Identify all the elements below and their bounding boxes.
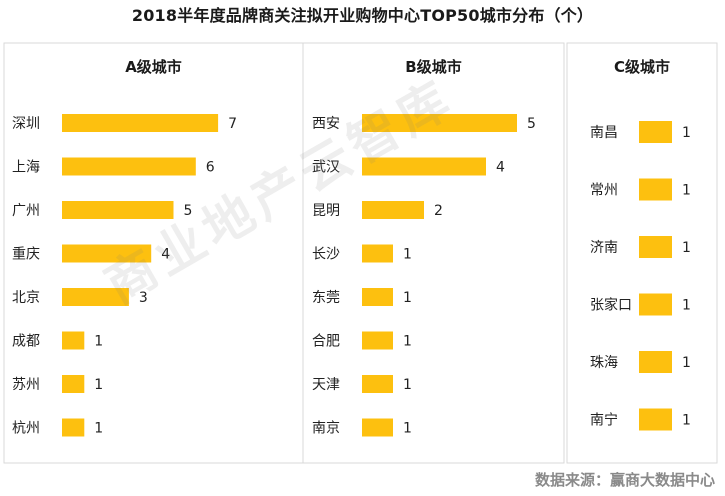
bar xyxy=(62,288,129,306)
value-label: 6 xyxy=(206,160,215,176)
category-label: 西安 xyxy=(312,116,340,132)
bar xyxy=(362,114,517,132)
category-label: 济南 xyxy=(590,240,618,256)
bar xyxy=(362,244,393,263)
value-label: 1 xyxy=(403,421,412,437)
bar xyxy=(62,331,85,350)
category-label: 天津 xyxy=(312,377,340,393)
value-label: 5 xyxy=(184,203,193,219)
bar xyxy=(362,288,393,306)
panel-title-2: B级城市 xyxy=(405,58,461,76)
category-label: 南昌 xyxy=(590,125,618,141)
category-label: 长沙 xyxy=(312,247,340,263)
bar xyxy=(639,293,672,316)
panel-title-3: C级城市 xyxy=(614,58,670,76)
bar xyxy=(62,244,152,263)
category-label: 珠海 xyxy=(590,355,618,371)
bar xyxy=(362,418,393,437)
bar xyxy=(362,331,393,350)
panel-frame-3 xyxy=(566,42,718,464)
category-label: 杭州 xyxy=(12,421,40,437)
value-label: 1 xyxy=(94,421,103,437)
value-label: 1 xyxy=(682,298,691,314)
category-label: 重庆 xyxy=(12,247,40,263)
value-label: 1 xyxy=(94,377,103,393)
panel-title-1: A级城市 xyxy=(125,58,182,76)
bar xyxy=(62,157,196,176)
category-label: 成都 xyxy=(12,334,40,350)
bar xyxy=(62,418,85,437)
chart-title: 2018半年度品牌商关注拟开业购物中心TOP50城市分布（个） xyxy=(131,6,594,25)
category-label: 上海 xyxy=(12,160,40,176)
bar xyxy=(639,408,672,431)
value-label: 1 xyxy=(403,334,412,350)
panel-frame-2 xyxy=(302,42,565,464)
value-label: 1 xyxy=(403,377,412,393)
category-label: 东莞 xyxy=(312,290,340,306)
category-label: 张家口 xyxy=(590,297,632,314)
value-label: 4 xyxy=(496,160,505,176)
bar xyxy=(639,121,672,143)
value-label: 2 xyxy=(434,203,443,219)
category-label: 常州 xyxy=(590,183,618,199)
value-label: 1 xyxy=(682,125,691,141)
bar xyxy=(62,114,219,132)
value-label: 1 xyxy=(403,290,412,306)
value-label: 1 xyxy=(403,247,412,263)
bar xyxy=(639,351,672,373)
bar xyxy=(362,157,486,176)
category-label: 南京 xyxy=(312,421,340,437)
value-label: 7 xyxy=(228,116,237,132)
value-label: 1 xyxy=(682,240,691,256)
value-label: 3 xyxy=(139,290,148,306)
data-source: 数据来源：赢商大数据中心 xyxy=(534,471,715,489)
value-label: 1 xyxy=(682,413,691,429)
category-label: 北京 xyxy=(12,290,40,306)
category-label: 合肥 xyxy=(312,334,340,350)
category-label: 苏州 xyxy=(12,377,40,393)
bar xyxy=(362,201,424,219)
category-label: 广州 xyxy=(12,203,40,219)
category-label: 昆明 xyxy=(312,203,340,219)
value-label: 4 xyxy=(161,247,170,263)
value-label: 1 xyxy=(682,183,691,199)
value-label: 1 xyxy=(94,334,103,350)
bar xyxy=(62,375,85,393)
category-label: 深圳 xyxy=(12,116,40,132)
bar xyxy=(62,201,174,219)
category-label: 武汉 xyxy=(312,160,340,176)
value-label: 1 xyxy=(682,355,691,371)
value-label: 5 xyxy=(527,116,536,132)
category-label: 南宁 xyxy=(590,412,618,429)
bar xyxy=(639,236,672,258)
bar xyxy=(639,178,672,201)
bar xyxy=(362,375,393,393)
